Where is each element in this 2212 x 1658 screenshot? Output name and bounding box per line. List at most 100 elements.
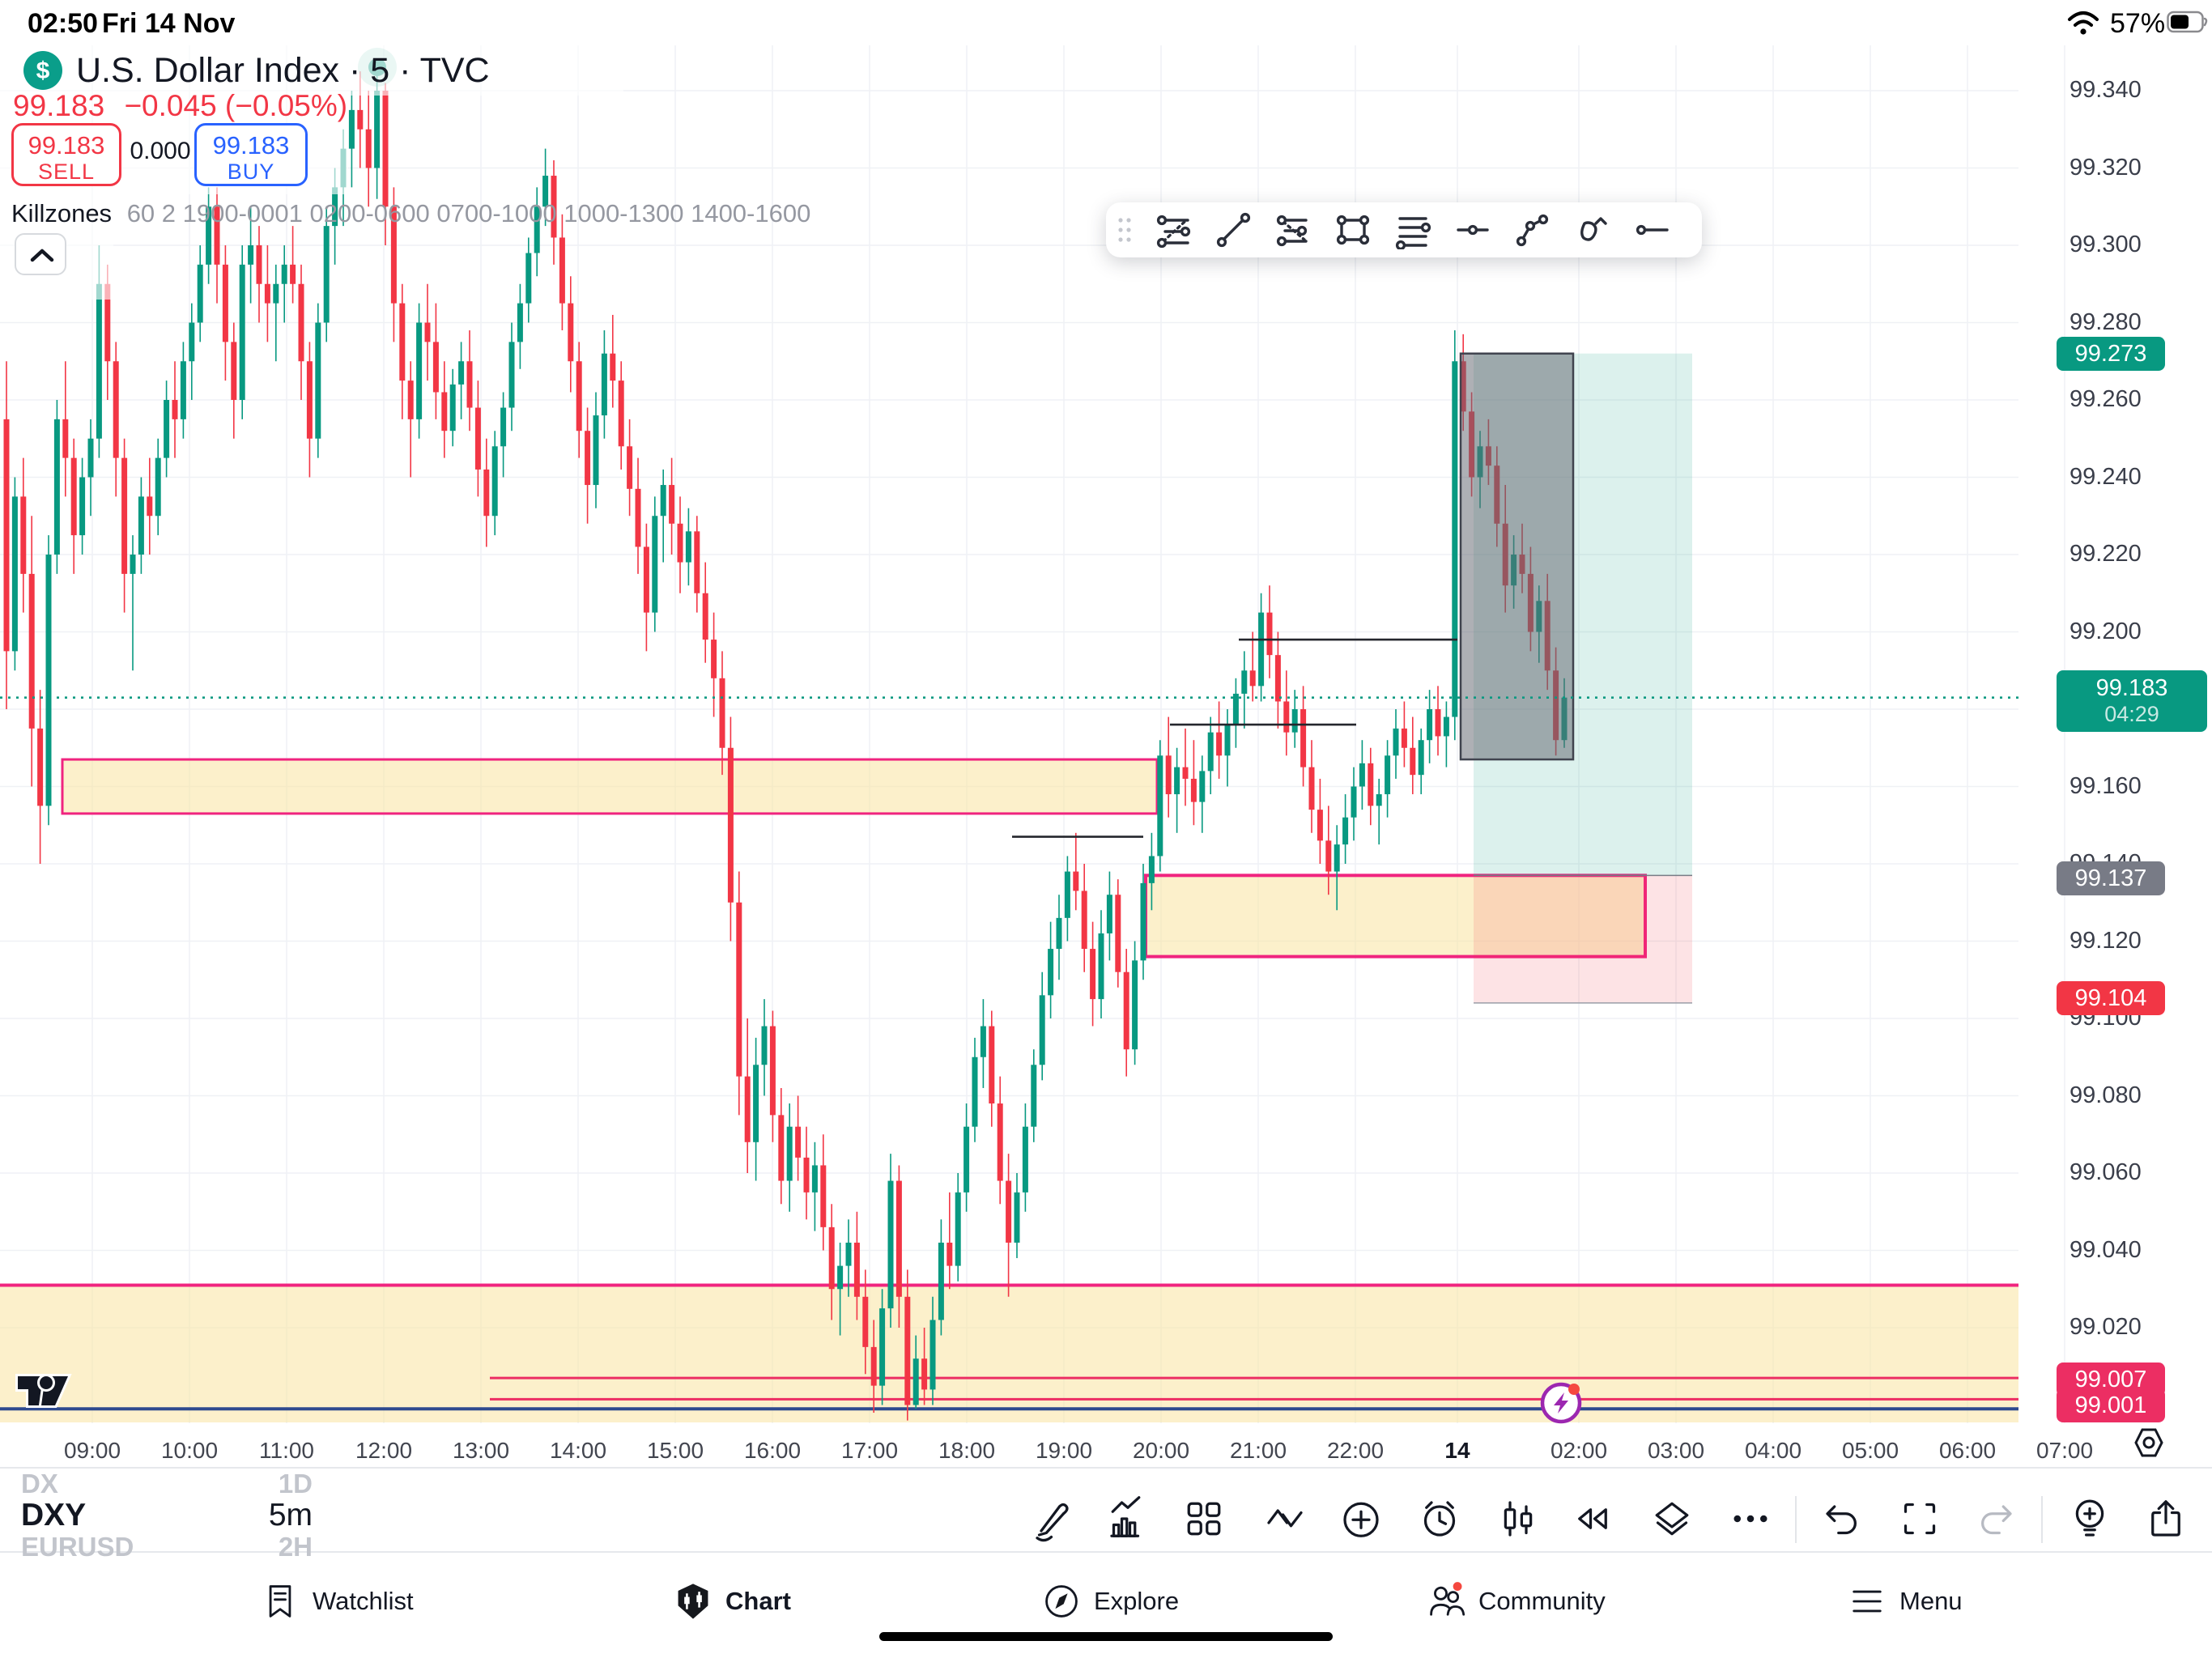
fullscreen-button[interactable] — [1895, 1494, 1944, 1543]
sell-button[interactable]: 99.183 SELL — [11, 123, 121, 186]
picker-symbol: DXY — [21, 1498, 87, 1533]
layout-grid-icon — [1187, 1502, 1221, 1536]
candle — [332, 187, 338, 227]
layout-grid-button[interactable] — [1180, 1494, 1228, 1543]
time-tick: 04:00 — [1744, 1438, 1802, 1463]
picker-row-selected[interactable]: DXY 5m — [21, 1498, 313, 1533]
ideas-button[interactable] — [2065, 1494, 2114, 1543]
candle — [323, 226, 330, 323]
lightning-badge-icon[interactable] — [1540, 1382, 1582, 1424]
candle — [416, 322, 423, 419]
candle — [382, 91, 389, 207]
candle — [466, 361, 473, 408]
polyline-icon — [1516, 214, 1549, 247]
candle — [1274, 655, 1281, 702]
candle — [904, 1296, 911, 1405]
candle — [248, 245, 254, 265]
order-block-upper[interactable] — [62, 759, 1157, 814]
compare-icon — [1267, 1509, 1303, 1528]
horizontal-line-tool-button[interactable] — [1443, 202, 1503, 257]
chart-style-icon — [1504, 1501, 1533, 1537]
candle — [1132, 960, 1138, 1050]
candle — [1308, 767, 1315, 810]
horizontal-ray-tool-button[interactable] — [1623, 202, 1682, 257]
nav-item-watchlist[interactable]: Watchlist — [259, 1580, 414, 1622]
home-indicator[interactable] — [879, 1632, 1333, 1641]
chart-icon — [678, 1584, 708, 1619]
fib-retracement-tool-button[interactable] — [1143, 202, 1203, 257]
candle — [912, 1358, 919, 1405]
nav-item-chart[interactable]: Chart — [672, 1580, 791, 1622]
rectangle-tool-button[interactable] — [1323, 202, 1383, 257]
order-block-mid[interactable] — [1146, 875, 1645, 957]
share-button[interactable] — [2142, 1494, 2190, 1543]
candle — [1073, 871, 1079, 891]
candle — [618, 380, 624, 447]
drawing-toolbar-drag-handle[interactable] — [1106, 215, 1143, 244]
nav-label: Watchlist — [313, 1587, 414, 1615]
candle — [180, 361, 186, 419]
trend-line-tool-button[interactable] — [1203, 202, 1263, 257]
rectangle-icon — [1336, 215, 1370, 245]
alert-button[interactable] — [1415, 1494, 1464, 1543]
candle — [155, 457, 161, 517]
collapse-legend-button[interactable] — [15, 233, 66, 275]
undo-button[interactable] — [1815, 1494, 1864, 1543]
candle — [1418, 740, 1424, 776]
candle — [727, 747, 734, 903]
nav-item-menu[interactable]: Menu — [1846, 1580, 1963, 1622]
add-button[interactable] — [1337, 1494, 1385, 1543]
order-block-bottom[interactable] — [0, 1285, 2018, 1422]
loss-zone[interactable] — [1474, 875, 1692, 1003]
compare-button[interactable] — [1261, 1494, 1309, 1543]
add-icon — [1343, 1502, 1379, 1537]
indicator-legend[interactable]: Killzones 60 2 1900-0001 0200-0600 0700-… — [11, 199, 810, 228]
nav-item-community[interactable]: Community — [1425, 1580, 1606, 1622]
symbol-legend[interactable]: $ U.S. Dollar Index · 5 · TVC — [23, 50, 490, 91]
picker-row-prev[interactable]: DX 1D — [21, 1469, 313, 1499]
fib-channel-tool-button[interactable] — [1263, 202, 1323, 257]
buy-button[interactable]: 99.183 BUY — [194, 123, 308, 186]
candle — [147, 496, 153, 517]
picker-row-next[interactable]: EURUSD 2H — [21, 1532, 313, 1562]
candle — [28, 573, 35, 729]
ideas-icon — [2075, 1499, 2104, 1537]
candle — [197, 264, 203, 323]
candle — [652, 516, 658, 613]
candle — [441, 392, 448, 432]
gray-range-box[interactable] — [1459, 352, 1575, 761]
polyline-tool-button[interactable] — [1503, 202, 1563, 257]
more-button[interactable] — [1726, 1494, 1775, 1543]
candle — [273, 283, 279, 304]
candle — [702, 593, 708, 640]
redo-button[interactable] — [1974, 1494, 2023, 1543]
scale-settings-icon[interactable] — [2128, 1422, 2170, 1464]
brush-tool-button[interactable] — [1563, 202, 1623, 257]
candle — [989, 1026, 995, 1104]
candle — [206, 206, 212, 265]
candle — [1359, 763, 1365, 787]
divider-bottom — [0, 1551, 2212, 1553]
picker-symbol: EURUSD — [21, 1532, 134, 1562]
candle — [660, 485, 666, 517]
draw-button[interactable] — [1029, 1494, 1078, 1543]
chart-style-button[interactable] — [1494, 1494, 1542, 1543]
candle — [845, 1242, 852, 1266]
candle — [138, 496, 144, 555]
candle — [1435, 709, 1441, 737]
candle — [172, 400, 178, 419]
nav-label: Explore — [1094, 1587, 1180, 1615]
replay-button[interactable] — [1568, 1494, 1617, 1543]
indicators-button[interactable] — [1104, 1494, 1152, 1543]
candle — [70, 457, 77, 536]
candle — [568, 303, 574, 362]
picker-timeframe: 2H — [278, 1532, 313, 1562]
parallel-channel-tool-button[interactable] — [1383, 202, 1443, 257]
nav-item-explore[interactable]: Explore — [1040, 1580, 1179, 1622]
layers-button[interactable] — [1648, 1494, 1696, 1543]
supply-demand-zones — [0, 758, 2018, 1422]
candle — [1157, 755, 1163, 857]
candle — [424, 322, 431, 342]
